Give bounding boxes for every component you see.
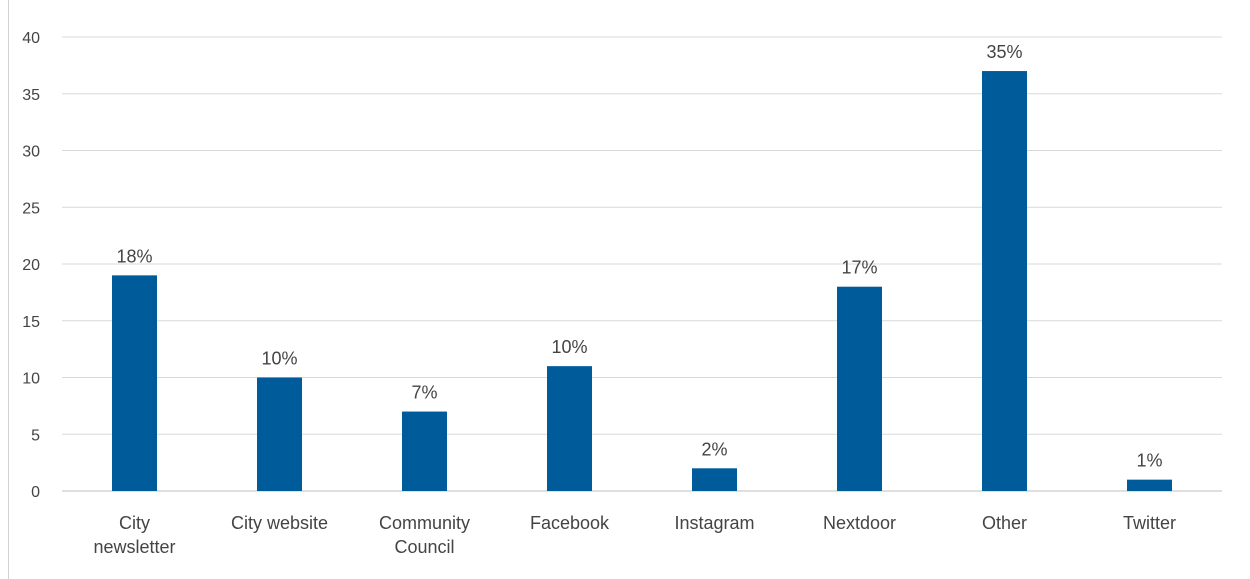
data-label: 35% — [986, 42, 1022, 62]
category-label: Nextdoor — [823, 513, 896, 533]
category-label-line: Nextdoor — [823, 513, 896, 533]
bar — [402, 411, 447, 491]
category-label-line: newsletter — [93, 537, 175, 557]
bar — [692, 468, 737, 491]
category-label-line: Facebook — [530, 513, 610, 533]
bar — [257, 377, 302, 491]
category-label-line: Council — [394, 537, 454, 557]
category-label: Facebook — [530, 513, 610, 533]
category-label: Community Council — [379, 513, 470, 557]
data-label: 17% — [841, 258, 877, 278]
category-label-line: City website — [231, 513, 328, 533]
category-label: City website — [231, 513, 328, 533]
category-label: Twitter — [1123, 513, 1176, 533]
chart-frame — [8, 0, 1242, 579]
category-label-line: Twitter — [1123, 513, 1176, 533]
category-label-line: Community — [379, 513, 470, 533]
bar — [547, 366, 592, 491]
y-tick-label: 30 — [22, 144, 40, 161]
data-label: 18% — [116, 246, 152, 266]
category-label-line: City — [119, 513, 150, 533]
y-tick-label: 5 — [31, 427, 40, 444]
bar — [982, 71, 1027, 492]
bar — [1127, 479, 1172, 491]
data-label: 10% — [261, 349, 297, 369]
bar — [837, 286, 882, 491]
y-tick-label: 35 — [22, 87, 40, 104]
category-label: Other — [982, 513, 1027, 533]
data-label: 2% — [701, 439, 727, 459]
y-tick-label: 20 — [22, 257, 40, 274]
category-label: City newsletter — [93, 513, 175, 557]
data-label: 10% — [551, 337, 587, 357]
bar — [112, 275, 157, 491]
category-label-line: Instagram — [674, 513, 754, 533]
y-tick-label: 0 — [31, 484, 40, 501]
y-tick-label: 25 — [22, 200, 40, 217]
category-label: Instagram — [674, 513, 754, 533]
category-label-line: Other — [982, 513, 1027, 533]
y-tick-label: 40 — [22, 30, 40, 47]
y-tick-label: 10 — [22, 371, 40, 388]
data-label: 7% — [411, 383, 437, 403]
y-tick-label: 15 — [22, 314, 40, 331]
data-label: 1% — [1136, 451, 1162, 471]
